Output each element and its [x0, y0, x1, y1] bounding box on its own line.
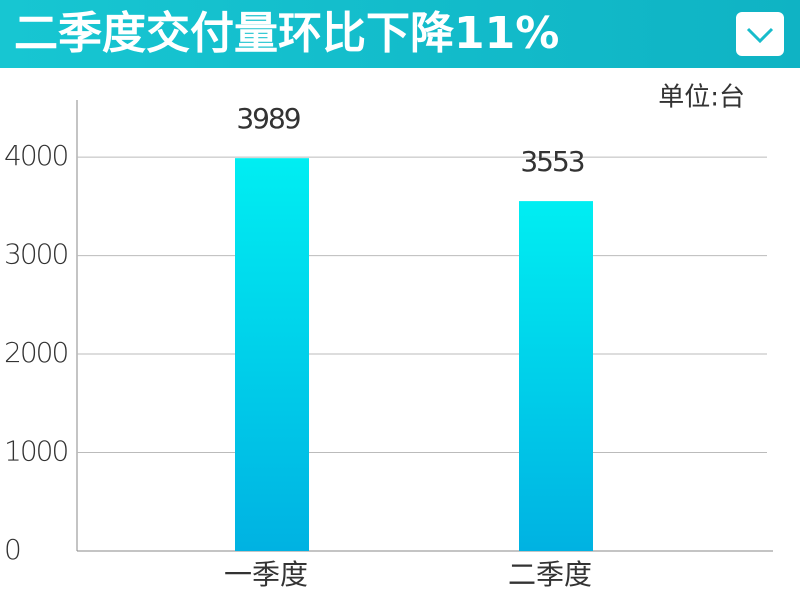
y-tick-label: 4000 — [4, 139, 67, 172]
y-tick-label: 0 — [4, 533, 20, 566]
x-tick-label: 二季度 — [508, 558, 592, 591]
title-bar — [0, 0, 800, 68]
dropdown-button[interactable] — [736, 12, 784, 56]
x-tick-label: 一季度 — [224, 558, 308, 591]
bar — [519, 201, 593, 551]
y-tick-label: 3000 — [4, 238, 67, 271]
unit-label: 单位:台 — [658, 83, 745, 113]
value-label: 3989 — [236, 102, 299, 135]
y-tick-label: 2000 — [4, 336, 67, 369]
y-tick-label: 1000 — [4, 435, 67, 468]
bar — [235, 158, 309, 551]
chart-title: 二季度交付量环比下降11% — [14, 8, 559, 59]
value-label: 3553 — [520, 145, 583, 178]
dropdown-box[interactable] — [736, 12, 784, 56]
chevron-icon[interactable] — [746, 27, 774, 44]
